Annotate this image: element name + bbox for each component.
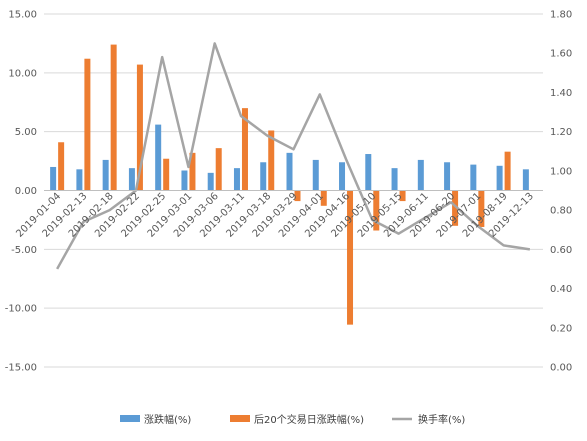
bar-change <box>391 168 398 191</box>
legend-swatch <box>230 415 250 422</box>
bar-change-20d <box>399 190 406 202</box>
legend-label: 换手率(%) <box>418 413 465 426</box>
bar-change <box>128 168 135 191</box>
right-axis: 0.00 0.20 0.40 0.60 0.80 1.00 1.20 1.40 1.60 1.80 <box>550 10 572 374</box>
bar-change-20d <box>84 58 91 191</box>
legend-label: 涨跌幅(%) <box>144 413 191 426</box>
right-tick-label: 0.60 <box>550 245 572 256</box>
bar-change-20d <box>189 152 196 191</box>
bar-change-20d <box>320 190 327 206</box>
bar-change-20d <box>268 130 275 191</box>
bar-change <box>522 169 529 191</box>
left-tick-label: -5.00 <box>11 245 37 256</box>
bar-change-20d <box>215 148 222 191</box>
left-tick-label: 0.00 <box>15 186 37 197</box>
right-tick-label: 0.80 <box>550 206 572 217</box>
bar-change <box>286 152 293 191</box>
bar-change <box>417 159 424 191</box>
right-tick-label: 0.20 <box>550 323 572 334</box>
right-tick-label: 1.80 <box>550 10 572 21</box>
bar-change <box>207 172 214 191</box>
left-tick-label: 5.00 <box>15 127 37 138</box>
bar-change <box>365 154 372 191</box>
bar-change <box>312 159 319 191</box>
bar-change-20d <box>241 108 248 191</box>
right-tick-label: 1.40 <box>550 88 572 99</box>
bar-change <box>76 169 83 191</box>
bar-change <box>50 166 57 191</box>
legend: 涨跌幅(%) 后20个交易日涨跌幅(%) 换手率(%) <box>120 413 465 426</box>
bar-change-20d <box>478 190 485 227</box>
left-axis: -15.00 -10.00 -5.00 0.00 5.00 10.00 15.00 <box>5 10 37 374</box>
legend-swatch <box>120 415 140 422</box>
right-tick-label: 1.20 <box>550 127 572 138</box>
right-tick-label: 0.00 <box>550 363 572 374</box>
bar-change-20d <box>294 190 301 202</box>
right-tick-label: 0.40 <box>550 284 572 295</box>
bar-change <box>233 168 240 191</box>
legend-label: 后20个交易日涨跌幅(%) <box>254 413 364 426</box>
bar-change <box>181 170 188 191</box>
bar-change-20d <box>373 190 380 231</box>
bar-change <box>102 159 109 191</box>
bar-change-20d <box>58 142 65 191</box>
bar-change-20d <box>163 158 170 191</box>
bar-change-20d <box>110 44 117 191</box>
left-tick-label: -10.00 <box>5 304 37 315</box>
right-tick-label: 1.60 <box>550 49 572 60</box>
x-axis: 2019-01-042019-02-132019-02-182019-02-22… <box>14 190 543 240</box>
bar-change-20d <box>347 190 354 325</box>
bar-change-20d <box>452 190 459 226</box>
bar-change <box>444 162 451 191</box>
bar-change <box>155 124 162 191</box>
bar-change <box>496 165 503 191</box>
bar-change <box>339 162 346 191</box>
bar-change <box>260 162 267 191</box>
left-tick-label: -15.00 <box>5 363 37 374</box>
bars <box>50 44 529 325</box>
left-tick-label: 10.00 <box>8 68 37 79</box>
left-tick-label: 15.00 <box>8 10 37 21</box>
bar-change-20d <box>136 64 143 191</box>
bar-change-20d <box>504 151 511 191</box>
right-tick-label: 1.00 <box>550 166 572 177</box>
bar-change <box>470 164 477 191</box>
